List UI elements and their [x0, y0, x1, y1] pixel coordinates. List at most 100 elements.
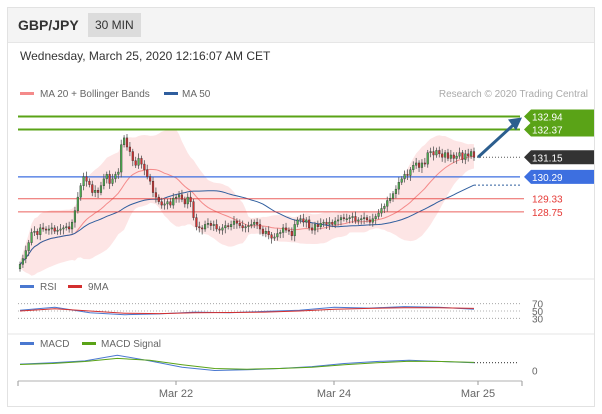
- candle-body: [470, 151, 473, 157]
- candle-body: [429, 151, 432, 153]
- candle-body: [221, 227, 224, 231]
- candle-body: [134, 160, 137, 166]
- candle-body: [70, 221, 74, 230]
- candle-body: [189, 196, 192, 202]
- candle-body: [472, 151, 476, 158]
- candle-body: [325, 221, 328, 225]
- resistance-label: 132.94: [532, 112, 563, 123]
- candle-body: [33, 231, 36, 233]
- candle-body: [420, 162, 424, 168]
- pivot-label: 130.29: [532, 173, 563, 184]
- bollinger-legend-label: MA 20 + Bollinger Bands: [40, 89, 150, 100]
- candle-body: [238, 223, 241, 226]
- candle-body: [377, 212, 380, 217]
- candle-body: [391, 193, 395, 199]
- candle-body: [76, 196, 79, 211]
- candle-body: [91, 184, 94, 193]
- macd-line: [19, 354, 475, 372]
- rsi9ma-legend-label: 9MA: [88, 282, 109, 293]
- candle-body: [186, 196, 189, 205]
- candle-body: [44, 228, 48, 231]
- candle-body: [250, 224, 253, 226]
- candle-body: [218, 228, 221, 231]
- timeframe-badge[interactable]: 30 MIN: [88, 13, 141, 37]
- ma50-legend-swatch: [164, 92, 178, 95]
- chart-datetime: Wednesday, March 25, 2020 12:16:07 AM CE…: [20, 49, 271, 63]
- resistance-label: 132.37: [532, 125, 563, 136]
- candle-body: [42, 227, 45, 230]
- candle-body: [120, 144, 123, 173]
- bollinger-band: [20, 129, 474, 276]
- candle-body: [368, 219, 371, 223]
- candle-body: [296, 219, 299, 225]
- candle-body: [36, 231, 39, 235]
- rsi-9ma-line: [19, 307, 475, 315]
- rsi9ma-legend-swatch: [68, 285, 82, 288]
- candle-body: [348, 217, 351, 219]
- candle-body: [125, 137, 129, 148]
- candle-body: [212, 224, 215, 226]
- candle-body: [47, 228, 50, 231]
- candle-body: [117, 171, 120, 175]
- bollinger-legend-swatch: [20, 92, 34, 95]
- candle-body: [82, 176, 85, 186]
- candle-body: [311, 227, 314, 231]
- candle-body: [102, 178, 105, 186]
- candle-body: [160, 201, 163, 206]
- macd-zero-label: 0: [532, 367, 538, 378]
- support-label: 128.75: [532, 208, 563, 219]
- candle-body: [232, 220, 236, 225]
- candle-body: [204, 224, 207, 230]
- candle-body: [62, 227, 65, 230]
- pivot-tag: [524, 169, 594, 184]
- candle-body: [24, 250, 27, 259]
- candle-body: [85, 176, 88, 182]
- candle-body: [128, 146, 131, 152]
- rsi-legend-swatch: [20, 285, 34, 288]
- candle-body: [409, 169, 412, 176]
- candle-body: [458, 152, 461, 157]
- candle-body: [195, 217, 198, 227]
- candle-body: [258, 224, 262, 230]
- candle-body: [444, 152, 447, 158]
- candle-body: [88, 180, 91, 185]
- x-tick-label: Mar 25: [461, 388, 495, 400]
- candle-body: [400, 178, 403, 183]
- rsi-legend-label: RSI: [40, 282, 57, 293]
- candle-body: [308, 219, 311, 229]
- candle-body: [415, 162, 418, 166]
- candle-body: [432, 151, 435, 156]
- macd-legend-swatch: [20, 342, 34, 345]
- macd-signal-line: [19, 357, 475, 370]
- candle-body: [273, 236, 276, 239]
- candle-body: [149, 176, 152, 182]
- candle-body: [97, 190, 100, 193]
- candle-body: [50, 227, 53, 230]
- candle-body: [206, 223, 210, 225]
- ma50-legend-label: MA 50: [182, 89, 211, 100]
- candle-body: [354, 216, 357, 222]
- candle-body: [363, 217, 366, 219]
- candle-body: [111, 178, 114, 184]
- candle-body: [319, 223, 322, 227]
- candle-body: [201, 227, 204, 230]
- candle-body: [302, 218, 305, 223]
- last-price-label: 131.15: [532, 153, 563, 164]
- rsi-tick-label: 30: [532, 314, 544, 325]
- rsi-tick-label: 70: [532, 300, 544, 311]
- candle-body: [172, 198, 175, 206]
- candle-body: [143, 163, 146, 170]
- candle-body: [177, 194, 181, 198]
- candle-body: [215, 224, 218, 230]
- candle-body: [380, 208, 383, 214]
- candle-body: [146, 169, 149, 177]
- candle-body: [386, 200, 389, 207]
- candle-body: [403, 174, 406, 180]
- candle-body: [235, 220, 238, 224]
- candle-body: [357, 219, 360, 222]
- candle-body: [166, 201, 169, 205]
- candle-body: [467, 153, 470, 157]
- candle-body: [79, 185, 82, 198]
- x-tick-label: Mar 24: [317, 388, 351, 400]
- candle-body: [56, 229, 59, 232]
